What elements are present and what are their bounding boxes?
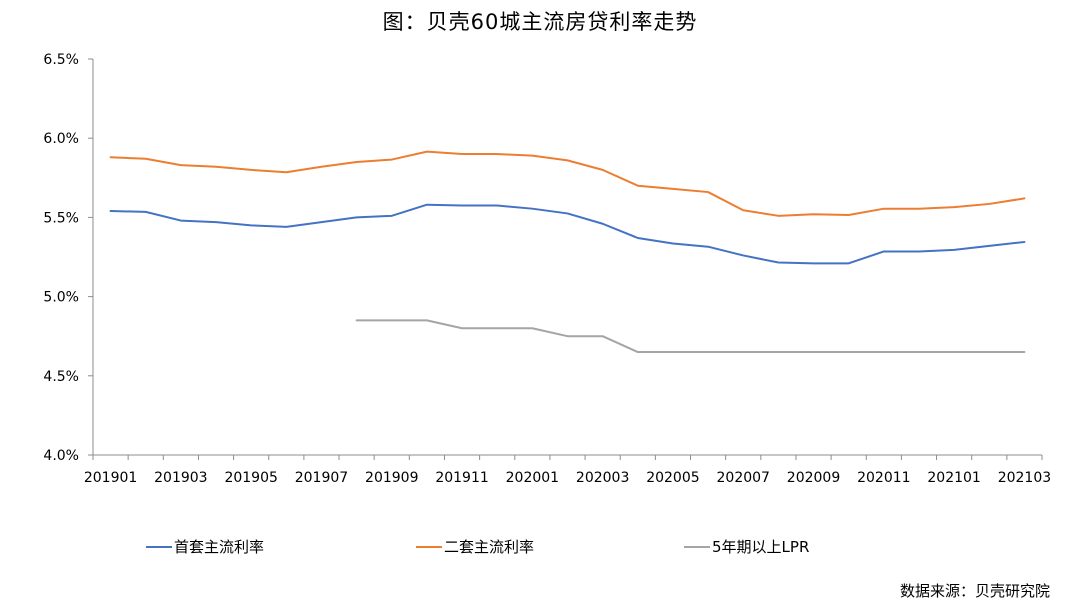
y-tick-label: 6.0% <box>43 131 79 147</box>
series-line-0 <box>109 203 1026 265</box>
chart-title: 图：贝壳60城主流房贷利率走势 <box>382 10 698 34</box>
x-tick-label: 201903 <box>154 470 207 486</box>
legend-label-lpr: 5年期以上LPR <box>712 538 810 556</box>
legend-label-first-home: 首套主流利率 <box>174 538 265 556</box>
x-tick-label: 202001 <box>506 470 559 486</box>
legend-item-lpr: 5年期以上LPR <box>684 536 809 557</box>
series-line-1 <box>109 150 1026 217</box>
x-tick-label: 201907 <box>295 470 348 486</box>
legend-item-first-home-rate: 首套主流利率 <box>146 536 264 557</box>
x-tick-label: 201905 <box>224 470 277 486</box>
x-tick-label: 202011 <box>857 470 910 486</box>
legend-swatch-second-home <box>416 545 442 548</box>
y-tick-label: 4.0% <box>43 448 79 464</box>
x-tick-label: 201909 <box>365 470 418 486</box>
x-tick-label: 201901 <box>84 470 137 486</box>
y-tick-label: 5.0% <box>43 290 79 306</box>
data-source-note: 数据来源：贝壳研究院 <box>899 582 1050 600</box>
x-tick-label: 202007 <box>717 470 770 486</box>
x-tick-label: 202009 <box>787 470 840 486</box>
y-tick-label: 4.5% <box>43 369 79 385</box>
y-tick-label: 6.5% <box>43 52 79 68</box>
x-tick-label: 202003 <box>576 470 629 486</box>
legend-item-second-home-rate: 二套主流利率 <box>416 536 534 557</box>
legend-swatch-lpr <box>684 545 710 548</box>
series-line-2 <box>355 319 1026 354</box>
x-tick-label: 201911 <box>435 470 488 486</box>
x-tick-label: 202005 <box>646 470 699 486</box>
legend-swatch-first-home <box>146 545 172 548</box>
legend-label-second-home: 二套主流利率 <box>444 538 535 556</box>
y-tick-label: 5.5% <box>43 210 79 226</box>
x-tick-label: 202103 <box>998 470 1051 486</box>
x-tick-label: 202101 <box>927 470 980 486</box>
